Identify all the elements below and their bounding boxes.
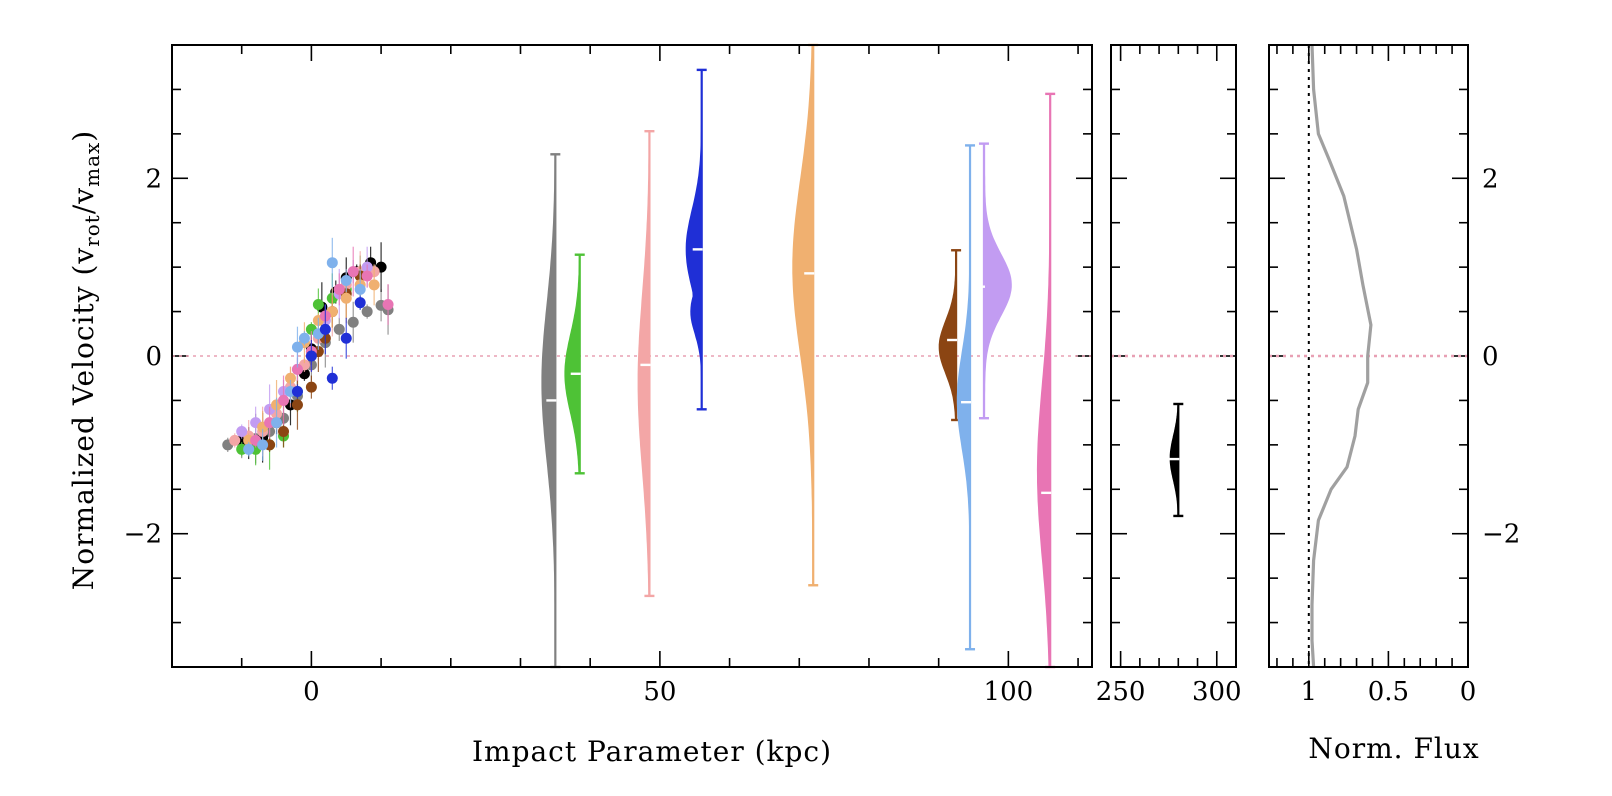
x-tick-label: 100 — [984, 677, 1034, 707]
violin-shape — [792, 45, 814, 586]
violin-shape — [564, 254, 580, 474]
data-point — [298, 332, 310, 344]
violin-shape — [938, 250, 957, 420]
x-tick-label: 0.5 — [1368, 677, 1409, 707]
rotation-curve-series — [291, 295, 366, 399]
main-panel: 0 50 100 −2 0 2 — [124, 43, 1093, 707]
x-tick-label: 0 — [303, 677, 320, 707]
data-point — [243, 443, 255, 455]
data-point — [291, 341, 303, 353]
violin-distribution — [685, 68, 707, 411]
violin-distribution — [1036, 92, 1056, 669]
violin-shape — [956, 145, 971, 650]
data-point — [354, 297, 366, 309]
data-point — [291, 363, 303, 375]
data-point — [278, 394, 290, 406]
flux-panel: 1 0.5 0 −2 0 2 — [1268, 44, 1520, 707]
violin-shape — [685, 69, 702, 410]
y-axis-title: Normalized Velocity (vrot/vmax) — [67, 130, 104, 590]
violin-distribution — [1169, 402, 1184, 518]
data-point — [361, 306, 373, 318]
data-point — [333, 283, 345, 295]
data-point — [319, 323, 331, 335]
violin-distribution — [956, 144, 976, 651]
data-point — [340, 292, 352, 304]
data-point — [347, 316, 359, 328]
data-point — [368, 279, 380, 291]
rotation-curve-series — [243, 237, 366, 461]
data-point — [236, 426, 248, 438]
data-point — [333, 323, 345, 335]
y-tick-label: 0 — [1482, 342, 1499, 372]
violin-distribution — [938, 249, 962, 422]
data-point — [340, 332, 352, 344]
panel-frame — [1110, 44, 1237, 668]
y-axis-title-sub-max: max — [80, 142, 104, 187]
violin-distribution — [974, 142, 1012, 420]
data-point — [340, 274, 352, 286]
y-axis-title-slash: /v — [67, 187, 100, 214]
violin-shape — [983, 143, 1012, 419]
x-axis-title-main: Impact Parameter (kpc) — [472, 735, 832, 768]
x-tick-label: 250 — [1096, 677, 1146, 707]
far-panel: 250 300 — [1096, 44, 1242, 707]
y-tick-label: 2 — [1482, 164, 1499, 194]
y-axis-title-main: Normalized Velocity (v — [67, 247, 100, 590]
rotation-curve-series — [250, 246, 394, 448]
y-axis-title-close: ) — [67, 130, 100, 142]
x-axis-title-flux: Norm. Flux — [1308, 732, 1479, 765]
violin-shape — [637, 131, 650, 596]
x-tick-label: 50 — [643, 677, 676, 707]
data-point — [271, 417, 283, 429]
data-point — [305, 350, 317, 362]
y-tick-label: −2 — [124, 520, 162, 550]
violin-shape — [541, 154, 556, 667]
data-point — [305, 381, 317, 393]
x-tick-label: 300 — [1192, 677, 1242, 707]
data-point — [284, 372, 296, 384]
data-point — [361, 270, 373, 282]
violin-distribution — [792, 43, 819, 587]
data-point — [229, 434, 241, 446]
y-tick-label: −2 — [1482, 520, 1520, 550]
x-tick-label: 1 — [1301, 677, 1318, 707]
data-point — [312, 298, 324, 310]
data-point — [291, 386, 303, 398]
flux-profile-line — [1310, 44, 1373, 668]
data-point — [326, 372, 338, 384]
violin-distribution — [637, 129, 655, 598]
panel-frame — [1268, 44, 1469, 668]
y-tick-label: 2 — [145, 164, 162, 194]
data-point — [354, 283, 366, 295]
data-point — [347, 266, 359, 278]
data-point — [382, 298, 394, 310]
violin-shape — [1036, 93, 1051, 667]
violin-distribution — [541, 153, 561, 669]
data-point — [291, 399, 303, 411]
data-point — [326, 257, 338, 269]
data-point — [257, 439, 269, 451]
y-axis-title-sub-rot: rot — [80, 214, 104, 247]
violin-distribution — [564, 253, 585, 475]
x-tick-label: 0 — [1460, 677, 1477, 707]
panel-frame — [171, 44, 1093, 668]
data-point — [278, 426, 290, 438]
y-tick-label: 0 — [145, 342, 162, 372]
